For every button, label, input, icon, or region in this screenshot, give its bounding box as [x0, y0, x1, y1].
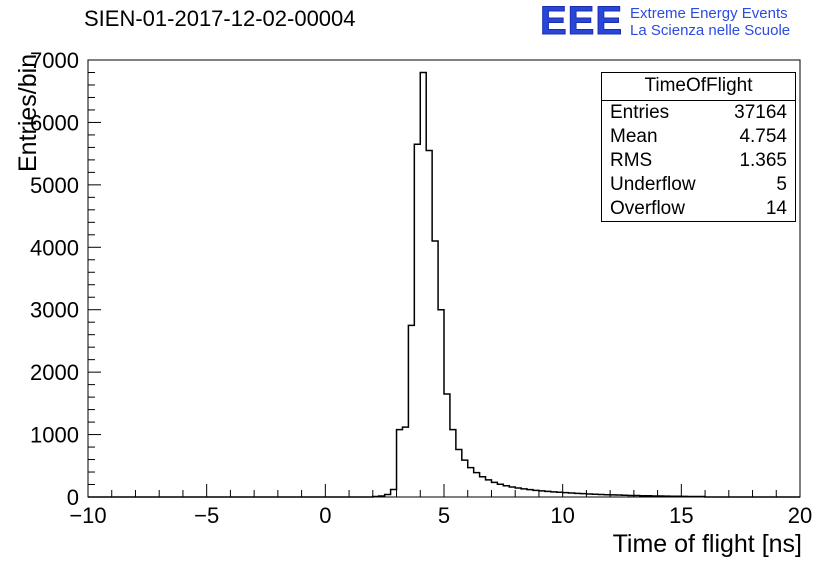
stats-value: 5: [776, 174, 787, 195]
y-axis-title: Entries/bin: [14, 53, 42, 172]
y-tick-label: 7000: [30, 48, 79, 73]
x-tick-label: 20: [788, 503, 812, 528]
stats-row-mean: Mean 4.754: [602, 125, 795, 149]
eee-logo: EEE Extreme Energy Events La Scienza nel…: [539, 0, 790, 43]
stats-label: Mean: [610, 126, 658, 147]
y-tick-label: 5000: [30, 173, 79, 198]
stats-box-title: TimeOfFlight: [602, 73, 795, 101]
eee-logo-letters-icon: EEE: [539, 0, 624, 43]
stats-value: 1.365: [739, 150, 787, 171]
stats-row-underflow: Underflow 5: [602, 173, 795, 197]
eee-logo-line2: La Scienza nelle Scuole: [630, 22, 791, 39]
x-axis-title: Time of flight [ns]: [612, 530, 802, 558]
y-tick-label: 2000: [30, 360, 79, 385]
y-tick-label: 1000: [30, 423, 79, 448]
stats-value: 14: [765, 198, 787, 219]
stats-value: 4.754: [739, 126, 787, 147]
stats-box: TimeOfFlight Entries 37164 Mean 4.754 RM…: [601, 72, 796, 222]
stats-row-overflow: Overflow 14: [602, 197, 795, 221]
y-tick-label: 0: [67, 485, 79, 510]
x-tick-label: 5: [438, 503, 450, 528]
x-tick-label: 0: [319, 503, 331, 528]
y-tick-label: 6000: [30, 110, 79, 135]
x-tick-label: 10: [550, 503, 574, 528]
eee-logo-text: Extreme Energy Events La Scienza nelle S…: [630, 2, 790, 39]
x-tick-label: −5: [194, 503, 219, 528]
stats-label: Underflow: [610, 174, 696, 195]
x-axis-ticks: −10 −5 0 5 10 15 20: [69, 484, 812, 528]
stats-label: RMS: [610, 150, 653, 171]
stats-value: 37164: [734, 102, 787, 123]
y-tick-label: 4000: [30, 235, 79, 260]
y-tick-label: 3000: [30, 298, 79, 323]
stats-label: Overflow: [610, 198, 685, 219]
stats-row-rms: RMS 1.365: [602, 149, 795, 173]
stats-label: Entries: [610, 102, 670, 123]
stats-row-entries: Entries 37164: [602, 101, 795, 125]
histogram-line: [88, 71, 800, 498]
plot-title: SIEN-01-2017-12-02-00004: [84, 6, 356, 31]
x-tick-label: −10: [69, 503, 106, 528]
x-tick-label: 15: [669, 503, 693, 528]
eee-logo-line1: Extreme Energy Events: [630, 5, 788, 22]
y-axis-ticks: 0 1000 2000 3000 4000 5000 6000 7000: [30, 48, 101, 510]
